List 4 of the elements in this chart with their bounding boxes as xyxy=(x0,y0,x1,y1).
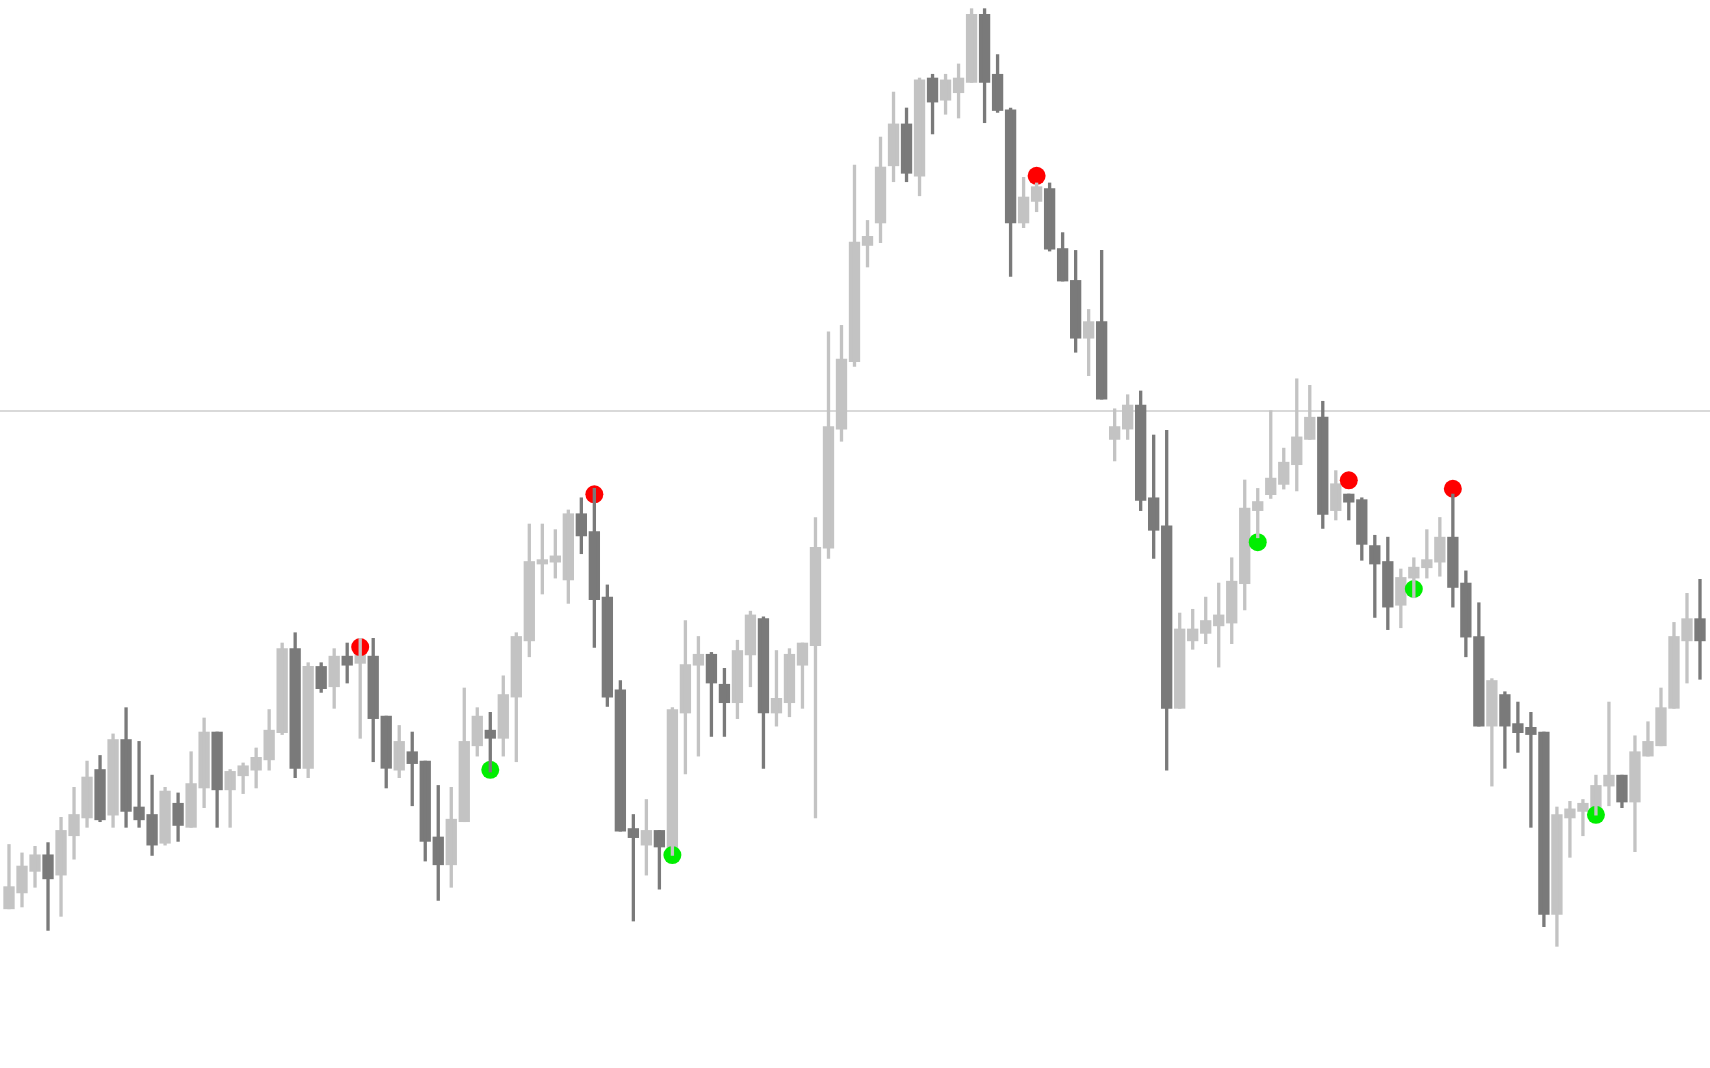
point xyxy=(1248,533,1267,552)
point xyxy=(1339,471,1358,490)
point xyxy=(1443,479,1462,498)
point xyxy=(1027,166,1046,185)
